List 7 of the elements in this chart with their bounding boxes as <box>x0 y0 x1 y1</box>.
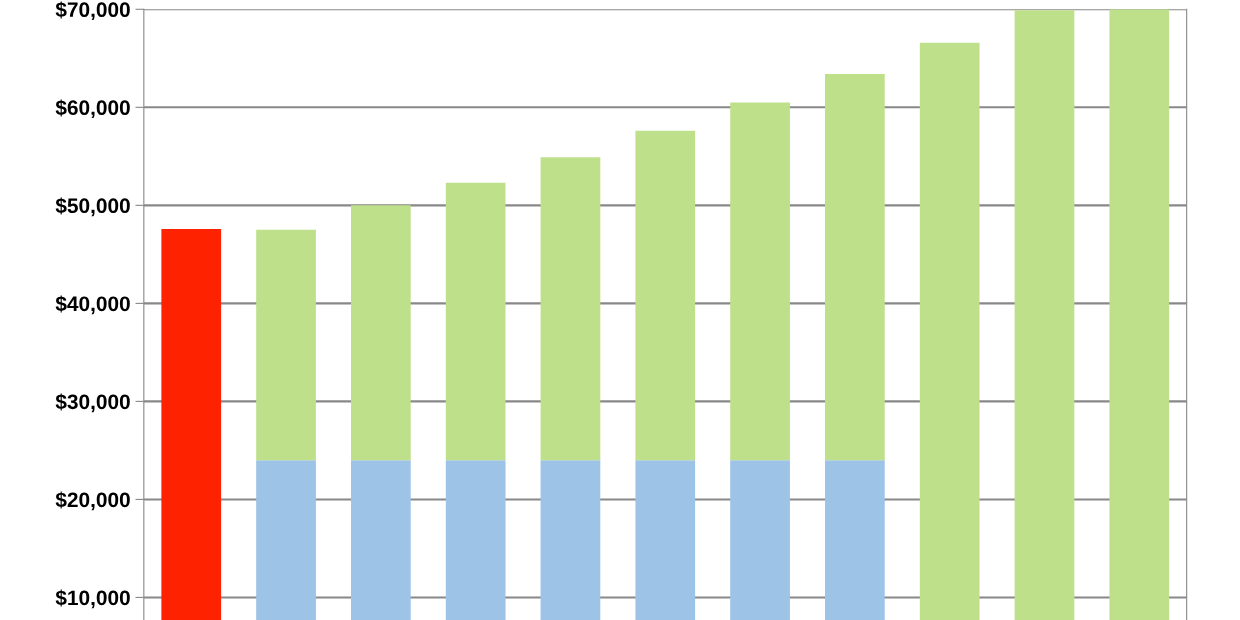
y-tick-label: $40,000 <box>55 295 130 315</box>
y-tick-label: $20,000 <box>55 491 130 511</box>
y-tick-label: $30,000 <box>55 393 130 413</box>
y-tick-label: $60,000 <box>55 99 130 119</box>
y-tick-label: $70,000 <box>55 1 130 21</box>
y-tick-label: $50,000 <box>55 197 130 217</box>
y-tick-label: $10,000 <box>55 589 130 609</box>
